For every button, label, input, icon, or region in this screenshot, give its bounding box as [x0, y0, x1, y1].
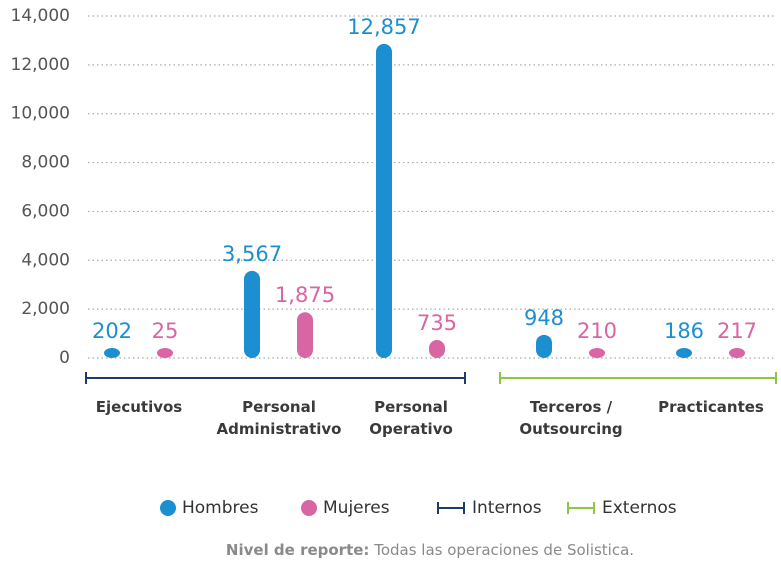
y-tick-label: 8,000	[21, 153, 70, 173]
x-tick-label: Practicantes	[658, 398, 764, 416]
bar	[157, 348, 173, 358]
note: Nivel de reporte: Todas las operaciones …	[0, 541, 781, 559]
x-tick-label: Personal Operativo	[369, 398, 453, 438]
bar	[104, 348, 120, 358]
note-label: Nivel de reporte:	[225, 541, 370, 559]
y-tick-label: 0	[59, 348, 70, 368]
bar	[589, 348, 605, 358]
value-label: 25	[152, 319, 179, 343]
bar	[729, 348, 745, 358]
legend-label: Externos	[602, 498, 677, 518]
legend-swatch	[160, 500, 176, 516]
x-tick-label: Personal Administrativo	[216, 398, 342, 438]
value-label: 202	[92, 319, 132, 343]
value-label: 210	[577, 319, 617, 343]
bar	[376, 43, 392, 359]
value-label: 3,567	[222, 242, 282, 266]
legend-label: Internos	[472, 498, 542, 518]
y-tick-label: 2,000	[21, 299, 70, 319]
bar	[429, 340, 445, 358]
note-text: Todas las operaciones de Solistica.	[374, 541, 635, 559]
y-tick-label: 10,000	[11, 104, 70, 124]
y-tick-label: 6,000	[21, 201, 70, 221]
value-label: 735	[417, 311, 457, 335]
legend-label: Mujeres	[323, 498, 390, 518]
x-tick-label: Ejecutivos	[95, 398, 183, 416]
bar	[244, 270, 260, 358]
y-tick-label: 14,000	[11, 6, 70, 26]
value-label: 217	[717, 319, 757, 343]
legend-swatch	[301, 500, 317, 516]
value-label: 12,857	[347, 15, 420, 39]
y-tick-label: 12,000	[11, 55, 70, 75]
bar	[536, 334, 552, 358]
value-label: 186	[664, 319, 704, 343]
value-label: 948	[524, 306, 564, 330]
y-tick-label: 4,000	[21, 250, 70, 270]
bar	[297, 312, 313, 358]
value-label: 1,875	[275, 283, 335, 307]
bar	[676, 348, 692, 358]
x-tick-label: Terceros / Outsourcing	[519, 398, 623, 438]
legend-label: Hombres	[182, 498, 259, 518]
